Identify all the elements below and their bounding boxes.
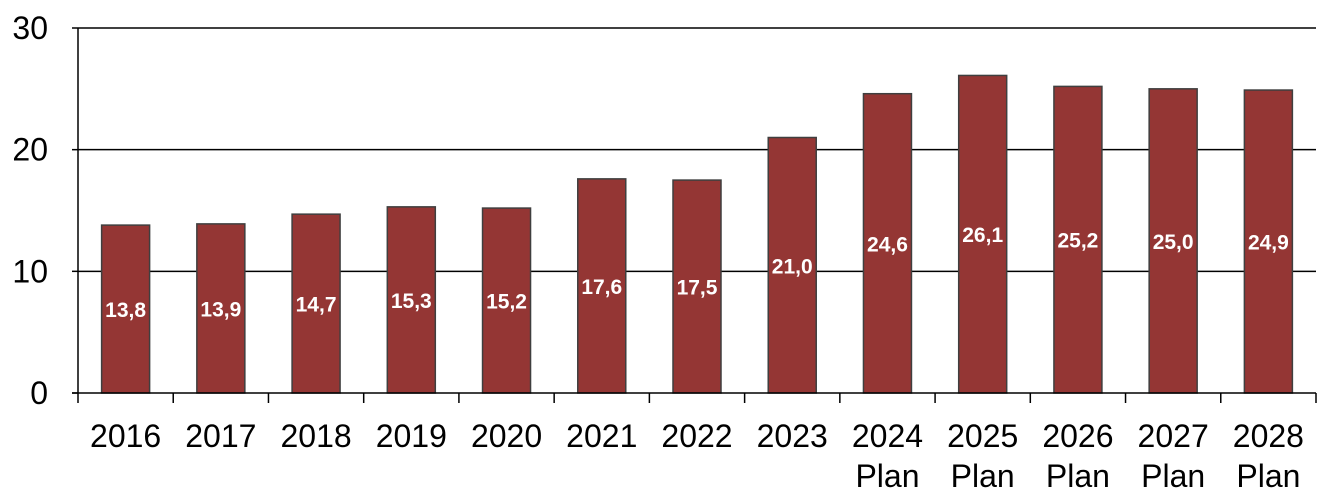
x-tick-label: 2019	[376, 418, 447, 454]
data-label: 24,9	[1248, 232, 1289, 255]
x-tick-label: 2024	[852, 418, 923, 454]
x-tick-label: 2023	[757, 418, 828, 454]
y-tick-label: 0	[30, 375, 48, 411]
data-label: 13,9	[200, 298, 241, 321]
axes	[72, 27, 1317, 403]
data-labels: 13,8 13,9 14,7 15,3 15,2 17,6 17,5 21,0 24,6 26,1…	[105, 224, 1289, 322]
bar	[1148, 88, 1198, 394]
x-tick-label: 2025	[947, 418, 1018, 454]
x-tick-label: 2020	[471, 418, 542, 454]
bar	[957, 74, 1008, 394]
data-label: 21,0	[772, 255, 813, 278]
x-tick-label: 2021	[566, 418, 637, 454]
bar	[1243, 89, 1294, 394]
bar	[196, 223, 246, 394]
x-tick-label: 2022	[661, 418, 732, 454]
x-tick-label: 2027	[1138, 418, 1209, 454]
bar	[767, 136, 817, 394]
data-label: 14,7	[296, 294, 337, 317]
x-tick-label: Plan	[1236, 458, 1300, 491]
data-label: 17,5	[677, 277, 718, 300]
data-label: 13,8	[105, 299, 146, 322]
x-tick-label: 2026	[1042, 418, 1113, 454]
y-tick-label: 10	[12, 253, 48, 289]
x-tick-label: Plan	[855, 458, 919, 491]
y-tick-label: 30	[12, 10, 48, 46]
data-label: 15,2	[486, 291, 527, 314]
data-label: 25,2	[1057, 230, 1098, 253]
bar	[862, 92, 913, 394]
data-label: 15,3	[391, 290, 432, 313]
x-tick-label: Plan	[951, 458, 1015, 491]
x-tick-label: 2017	[185, 418, 256, 454]
bars	[100, 74, 1294, 394]
bar	[100, 224, 151, 394]
x-tick-label: 2016	[90, 418, 161, 454]
data-label: 24,6	[867, 233, 908, 256]
y-tick-labels: 0 10 20 30	[12, 10, 48, 411]
bar	[672, 179, 722, 394]
data-label: 25,0	[1153, 231, 1194, 254]
x-tick-label: 2018	[280, 418, 351, 454]
x-tick-label: Plan	[1141, 458, 1205, 491]
data-label: 26,1	[962, 224, 1003, 247]
data-label: 17,6	[581, 276, 622, 299]
y-tick-label: 20	[12, 132, 48, 168]
x-tick-labels: 2016 2017 2018 2019 2020 2021 2022 2023 2024 Plan…	[90, 418, 1304, 491]
x-tick-label: Plan	[1046, 458, 1110, 491]
bar	[291, 213, 341, 394]
x-tick-label: 2028	[1233, 418, 1304, 454]
